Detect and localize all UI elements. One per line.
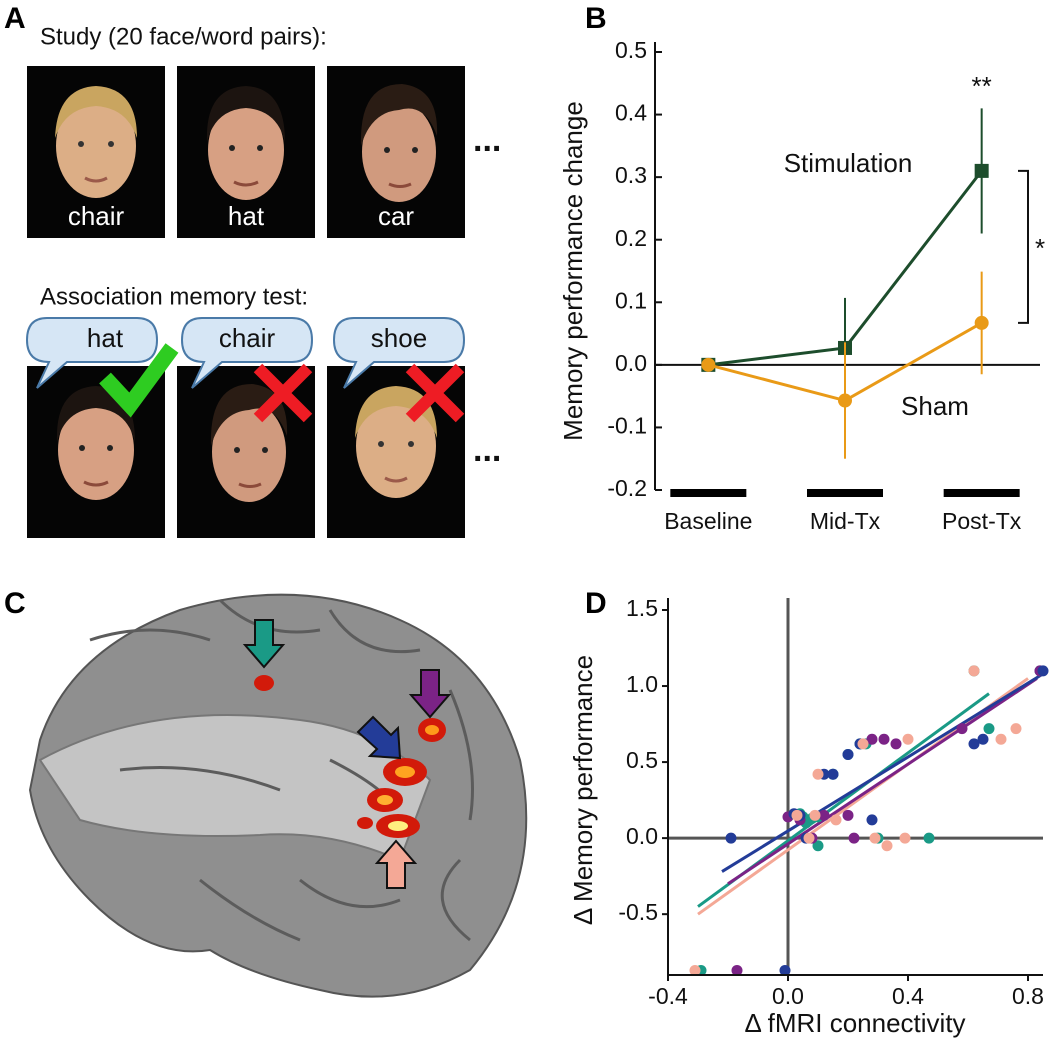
bracket <box>1018 169 1029 324</box>
panel-c: C <box>4 587 528 998</box>
y-tick-label: 0.3 <box>615 162 647 188</box>
point <box>842 809 854 821</box>
y-tick-label: 0.2 <box>615 225 647 251</box>
point <box>791 809 803 821</box>
y-tick-label: -0.2 <box>607 475 647 501</box>
test-word: chair <box>219 323 276 353</box>
axes <box>667 598 1043 976</box>
point <box>983 723 995 735</box>
annotation: * <box>1035 233 1045 263</box>
point <box>812 768 824 780</box>
point <box>995 733 1007 745</box>
point <box>968 665 980 677</box>
y-tick-label: 1.5 <box>626 595 658 621</box>
arrow <box>242 619 286 669</box>
y-tick-label: 0.0 <box>626 823 658 849</box>
panel-label: B <box>585 2 607 35</box>
marker <box>838 393 852 408</box>
x-tick-label: Post-Tx <box>942 508 1022 534</box>
y-tick-label: -0.5 <box>618 899 658 925</box>
x-tick-label: Baseline <box>664 508 752 534</box>
x-tick-label: 0.8 <box>1012 983 1044 1009</box>
ellipsis: ... <box>473 121 501 159</box>
panel-label: D <box>585 587 607 620</box>
marker <box>974 315 989 330</box>
arrow <box>408 669 452 719</box>
point <box>779 964 791 976</box>
point <box>830 814 842 826</box>
point <box>725 832 737 844</box>
marker <box>974 163 989 178</box>
study-title: Study (20 face/word pairs): <box>40 23 327 50</box>
fit-line <box>721 672 1044 873</box>
point <box>881 840 893 852</box>
y-tick-label: 0.4 <box>615 100 647 126</box>
y-tick-label: 0.5 <box>626 747 658 773</box>
y-tick-label: -0.1 <box>607 413 647 439</box>
point <box>809 809 821 821</box>
test-title: Association memory test: <box>40 283 308 310</box>
point <box>923 832 935 844</box>
point <box>902 733 914 745</box>
arrow <box>356 715 402 760</box>
fit-line <box>727 677 1038 885</box>
y-axis-title: Memory performance change <box>558 101 588 441</box>
point <box>899 832 911 844</box>
x-tick-label: 0.4 <box>892 983 924 1009</box>
chart-b: B -0.2 -0.1 0.0 0.1 0.2 0.3 0.4 0.5 Memory perfor… <box>558 2 1045 534</box>
point <box>731 964 743 976</box>
chart-d: D -0.5 0.0 0.5 1.0 1.5 -0.4 0.0 0.4 0.8 Δ fMRI con… <box>568 587 1049 1038</box>
point <box>818 809 830 821</box>
panel-label: A <box>4 2 26 35</box>
panel-a: A Study (20 face/word pairs): chair hat … <box>4 2 501 540</box>
test-word: hat <box>87 323 124 353</box>
brain-section <box>38 714 432 862</box>
point <box>956 723 968 735</box>
point <box>869 832 881 844</box>
face-image <box>175 364 317 540</box>
series-label: Stimulation <box>784 148 913 178</box>
x-axis-title: Δ fMRI connectivity <box>744 1008 965 1038</box>
point <box>977 733 989 745</box>
point <box>1010 723 1022 735</box>
y-axis-title: Δ Memory performance <box>568 655 598 925</box>
study-word: car <box>378 201 414 231</box>
x-tick-label: Mid-Tx <box>810 508 881 534</box>
marker <box>701 357 716 372</box>
point <box>827 768 839 780</box>
point <box>890 738 902 750</box>
x-tick-label: -0.4 <box>648 983 688 1009</box>
activation <box>254 675 446 838</box>
x-tick-label: 0.0 <box>772 983 804 1009</box>
study-word: chair <box>68 201 125 231</box>
point <box>878 733 890 745</box>
point <box>689 964 701 976</box>
study-word: hat <box>228 201 265 231</box>
point <box>857 738 869 750</box>
point <box>812 840 824 852</box>
arrow <box>374 839 418 889</box>
y-tick-label: 0.1 <box>615 287 647 313</box>
ellipsis: ... <box>473 431 501 469</box>
test-word: shoe <box>371 323 427 353</box>
y-tick-label: 0.5 <box>615 37 647 63</box>
point <box>968 738 980 750</box>
point <box>866 814 878 826</box>
check-mark <box>99 343 179 418</box>
point <box>866 733 878 745</box>
point <box>848 832 860 844</box>
point <box>842 748 854 760</box>
y-tick-label: 1.0 <box>626 671 658 697</box>
point <box>1037 665 1049 677</box>
annotation: ** <box>972 71 992 101</box>
y-tick-label: 0.0 <box>615 350 647 376</box>
panel-label: C <box>4 587 26 620</box>
point <box>803 832 815 844</box>
series-label: Sham <box>901 391 969 421</box>
